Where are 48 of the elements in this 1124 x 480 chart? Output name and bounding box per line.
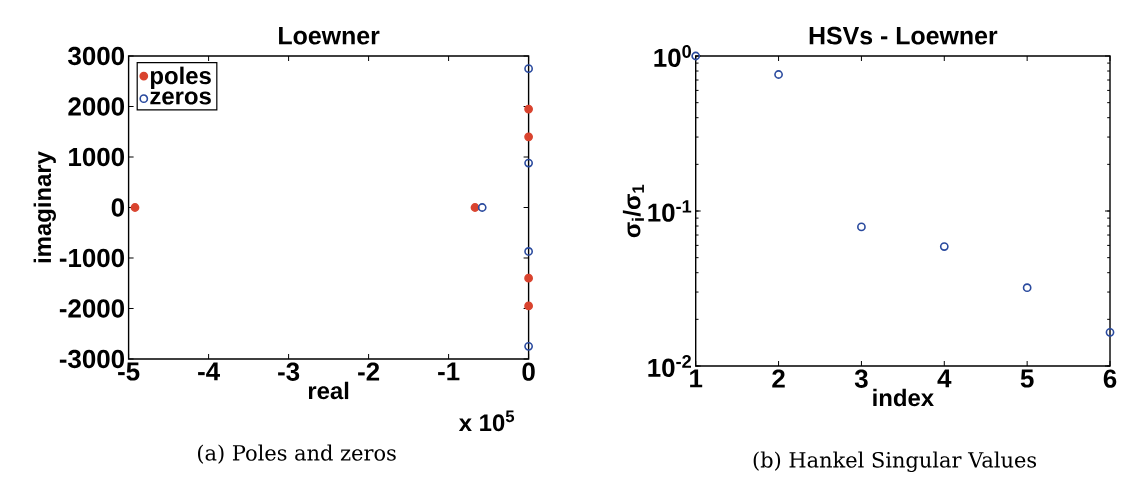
- x-tick-label: -2: [358, 362, 380, 381]
- y-axis-title: σ$_{i}$/σ$_{1}$: [622, 184, 644, 238]
- x-tick-label: -4: [198, 362, 220, 381]
- x-tick-label: 6: [1103, 369, 1117, 388]
- text: x 10$^{5}$: [458, 410, 515, 432]
- point: [524, 247, 533, 256]
- x-axis-title: real: [308, 381, 349, 400]
- x-axis-title: index: [873, 388, 934, 407]
- point: [939, 242, 949, 251]
- y-tick-label: 0: [111, 198, 125, 217]
- y-tick-label: -1000: [59, 248, 125, 268]
- point: [524, 158, 533, 168]
- point: [857, 222, 866, 232]
- y-tick-label: 1000: [69, 147, 125, 167]
- point: [524, 273, 533, 283]
- x-tick-label: 4: [937, 369, 952, 388]
- y-tick-label: 10$^{-1}$: [648, 200, 692, 222]
- x-tick-label: 0: [522, 362, 535, 381]
- chart-title: HSVs - Loewner: [809, 26, 998, 45]
- point: [470, 203, 480, 212]
- point: [477, 203, 487, 212]
- y-tick-label: 3000: [68, 46, 125, 66]
- legend-label: poles: [150, 66, 211, 89]
- point: [524, 104, 533, 114]
- point: [524, 341, 533, 351]
- y-tick-label: -2000: [59, 299, 125, 318]
- legend-label: zeros: [150, 91, 211, 105]
- y-axis-title: imaginary: [33, 151, 56, 263]
- x-tick-label: -3: [278, 362, 300, 381]
- y-tick-label: 10$^{0}$: [654, 45, 691, 67]
- point: [130, 203, 140, 212]
- chart-title: Loewner: [279, 27, 380, 45]
- y-tick-label: 10$^{-2}$: [648, 355, 691, 377]
- point: [524, 132, 533, 142]
- point: [691, 51, 701, 61]
- text: (a) Poles and zeros: [198, 444, 396, 464]
- text: (b) Hankel Singular Values: [753, 451, 1037, 473]
- x-tick-label: 3: [854, 369, 868, 388]
- point: [1022, 283, 1032, 293]
- point: [524, 64, 533, 74]
- y-tick-label: 2000: [68, 97, 125, 116]
- point: [524, 301, 533, 311]
- x-tick-label: 5: [1020, 369, 1034, 388]
- x-tick-label: -1: [438, 362, 460, 381]
- point: [1105, 327, 1115, 337]
- x-tick-label: 2: [772, 369, 785, 388]
- point: [774, 70, 783, 79]
- x-tick-label: 1: [690, 369, 703, 388]
